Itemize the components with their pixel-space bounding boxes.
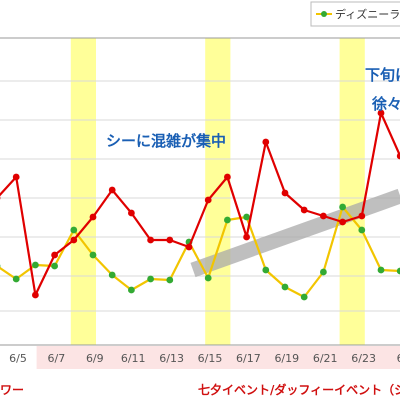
x-tick-labels: 6/5 6/7 6/9 6/11 6/13 6/15 6/17 6/19 6/21 6/23 6/ bbox=[9, 352, 400, 365]
x-tick-label: 6/ bbox=[397, 352, 400, 365]
highlight-band-1 bbox=[205, 38, 231, 345]
series-1-point-16 bbox=[300, 293, 308, 301]
x-tick-label: 6/5 bbox=[9, 352, 27, 365]
series-0-point-9 bbox=[166, 236, 174, 244]
series-1-point-3 bbox=[51, 262, 58, 270]
x-tick-label: 6/23 bbox=[351, 352, 376, 365]
annotation-late-month-2: 徐々 bbox=[371, 95, 400, 113]
series-1-point-14 bbox=[262, 266, 270, 274]
series-0-point-5 bbox=[89, 213, 97, 221]
x-tick-label: 6/9 bbox=[86, 352, 104, 365]
series-1-point-5 bbox=[89, 251, 97, 259]
series-0-point-21 bbox=[396, 152, 400, 160]
series-0-point-16 bbox=[300, 206, 308, 214]
series-1-point-6 bbox=[108, 271, 116, 279]
annotation-late-month-1: 下旬に bbox=[365, 66, 400, 84]
series-1-point-12 bbox=[224, 216, 231, 224]
series-0-point-11 bbox=[204, 196, 212, 204]
annotation-bottom-right: 七夕イベント/ダッフィーイベント（シ bbox=[198, 382, 400, 397]
legend-box bbox=[310, 1, 400, 27]
legend-label: ディズニーラン bbox=[335, 7, 400, 21]
series-0-line bbox=[0, 111, 400, 297]
series-0-point-20 bbox=[377, 109, 385, 117]
legend: ディズニーラン bbox=[310, 1, 400, 27]
series-1-point-18 bbox=[339, 203, 346, 211]
x-tick-label: 6/7 bbox=[48, 352, 66, 365]
series-0-point-17 bbox=[320, 212, 327, 220]
series-1-point-21 bbox=[396, 267, 400, 275]
series-0-point-18 bbox=[339, 218, 346, 226]
highlight-band-2 bbox=[339, 38, 365, 345]
x-tick-label: 6/13 bbox=[159, 352, 184, 365]
series-1-point-4 bbox=[70, 226, 78, 234]
highlight-band-0 bbox=[70, 38, 96, 345]
series-0-point-10 bbox=[185, 243, 193, 251]
date-strip bbox=[36, 346, 400, 369]
x-tick-label: 6/17 bbox=[236, 352, 261, 365]
series-lines bbox=[0, 109, 400, 301]
series-0-point-8 bbox=[147, 236, 155, 244]
series-0-point-1 bbox=[12, 173, 20, 181]
series-0-point-7 bbox=[127, 209, 135, 217]
annotation-sea-crowd: シーに混雑が集中 bbox=[106, 132, 226, 150]
x-tick-label: 6/19 bbox=[274, 352, 299, 365]
trend-arrow-shaft bbox=[190, 188, 400, 278]
series-1-point-17 bbox=[320, 268, 327, 276]
series-1-point-8 bbox=[147, 275, 155, 283]
series-0-point-3 bbox=[51, 251, 58, 259]
series-0-point-13 bbox=[243, 233, 251, 241]
gridlines bbox=[0, 37, 400, 346]
trend-arrow bbox=[190, 188, 400, 278]
series-1-point-9 bbox=[166, 276, 174, 284]
series-1-point-15 bbox=[281, 283, 289, 291]
date-strip-band bbox=[36, 346, 400, 369]
x-tick-label: 6/15 bbox=[198, 352, 223, 365]
series-0-point-14 bbox=[262, 138, 270, 146]
series-1-point-20 bbox=[377, 266, 385, 274]
x-tick-label: 6/11 bbox=[121, 352, 146, 365]
series-0-point-4 bbox=[70, 236, 78, 244]
series-1-point-1 bbox=[12, 275, 20, 283]
series-0-point-19 bbox=[358, 212, 366, 220]
highlight-bands bbox=[70, 38, 365, 345]
x-tick-label: 6/21 bbox=[313, 352, 338, 365]
legend-marker-swatch bbox=[321, 11, 327, 17]
series-1-point-11 bbox=[204, 274, 212, 282]
series-1-point-13 bbox=[243, 213, 251, 221]
series-1-point-19 bbox=[358, 226, 366, 234]
series-0-point-15 bbox=[281, 189, 289, 197]
annotation-bottom-left: ワー bbox=[0, 383, 24, 397]
series-0-point-2 bbox=[32, 291, 39, 299]
series-1-point-2 bbox=[32, 261, 39, 269]
series-0-point-12 bbox=[224, 173, 231, 181]
series-1-point-7 bbox=[127, 286, 135, 294]
series-0-point-6 bbox=[108, 186, 116, 194]
